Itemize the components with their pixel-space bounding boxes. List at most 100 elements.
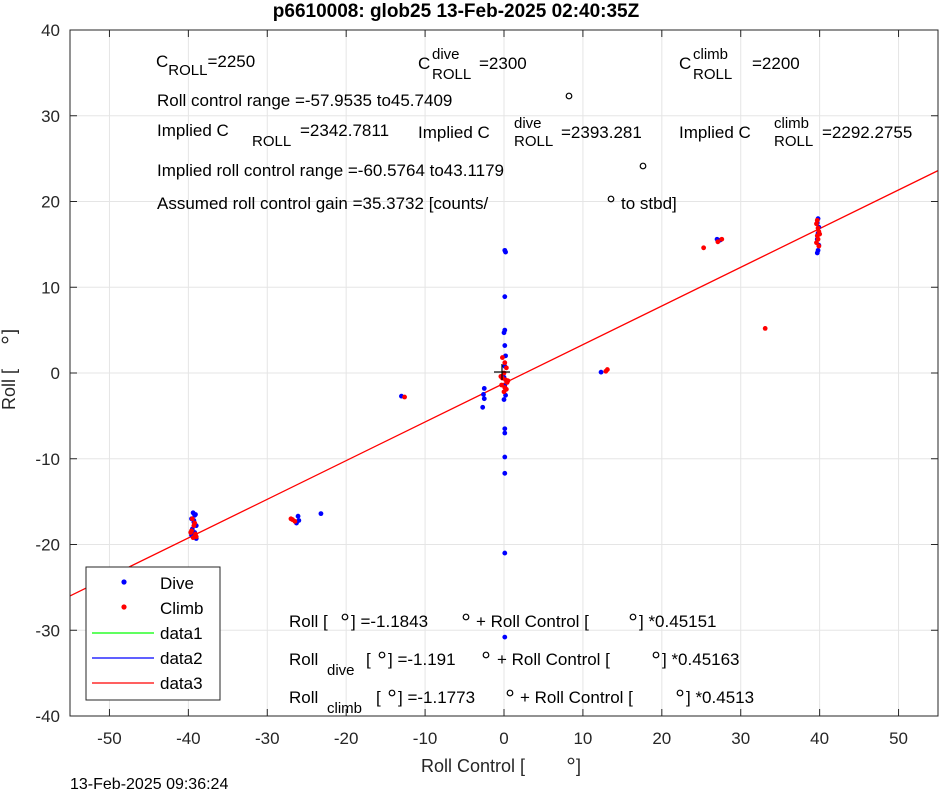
axes — [69, 29, 939, 717]
climb-point — [816, 243, 822, 249]
climb-point — [817, 231, 823, 237]
climb-point — [814, 240, 819, 246]
legend-label-data2: data2 — [160, 649, 203, 668]
dive-point — [501, 397, 507, 402]
climb-point — [715, 239, 721, 245]
dive-point — [481, 392, 486, 397]
climb-point — [701, 245, 707, 251]
fit-climb-c: ] =-1.1773 — [398, 688, 475, 707]
climb-point — [402, 394, 407, 400]
climb-point — [502, 360, 508, 366]
c-dive-sub: ROLL — [432, 66, 471, 83]
x-axis-label: Roll Control [ — [421, 756, 525, 776]
dive-point — [193, 512, 198, 517]
x-tick-label: -50 — [97, 729, 122, 748]
climb-point — [505, 378, 511, 384]
implied-climb-sub: ROLL — [774, 133, 813, 150]
y-tick-label: 30 — [41, 107, 60, 126]
x-tick-label: -40 — [176, 729, 201, 748]
degree-symbol — [506, 689, 514, 697]
dive-point — [502, 343, 508, 348]
climb-point — [193, 534, 199, 540]
fit-dive-c: ] =-1.191 — [388, 650, 456, 669]
fit-climb-b: [ — [376, 688, 381, 707]
climb-point — [188, 530, 194, 535]
degree-symbol — [565, 92, 573, 100]
degree-symbol — [482, 651, 490, 659]
x-tick-label: -20 — [334, 729, 359, 748]
c-roll-sub: ROLL — [168, 62, 207, 79]
implied-dive-sup: dive — [514, 115, 542, 132]
dive-point — [502, 634, 508, 640]
implied-climb-value: =2292.2755 — [822, 123, 912, 142]
degree-symbol — [341, 613, 349, 621]
climb-point — [762, 326, 768, 331]
fit-line-data3 — [70, 170, 938, 597]
roll-control-gain-unit: to stbd] — [621, 194, 677, 213]
legend: Dive Climb data1 data2 data3 — [85, 566, 221, 701]
degree-symbol — [1, 336, 9, 344]
fit-climb-sub: climb — [327, 700, 362, 717]
scatter-points — [188, 216, 823, 640]
fit-dive-e: ] *0.45163 — [662, 650, 740, 669]
implied-dive-sub: ROLL — [514, 133, 553, 150]
dive-point — [502, 430, 508, 436]
implied-roll-label: Implied C — [157, 121, 229, 140]
dive-point — [481, 396, 487, 402]
x-tick-label: 40 — [810, 729, 829, 748]
annotations-top: CROLL=2250 C dive ROLL =2300 C climb ROL… — [156, 46, 912, 213]
climb-point — [189, 516, 195, 522]
fit-all-b: ] =-1.1843 — [351, 612, 428, 631]
implied-dive-label: Implied C — [418, 123, 490, 142]
implied-roll-value: =2342.7811 — [300, 121, 389, 140]
climb-point — [192, 520, 198, 526]
chart-title: p6610008: glob25 13-Feb-2025 02:40:35Z — [273, 1, 640, 22]
implied-roll-sub: ROLL — [252, 133, 291, 150]
fit-all-d: ] *0.45151 — [639, 612, 717, 631]
climb-point — [604, 367, 610, 372]
climb-point — [290, 517, 295, 523]
legend-marker-dive — [121, 579, 127, 585]
fit-dive-a: Roll — [289, 650, 318, 669]
degree-symbol — [639, 162, 647, 170]
dive-point — [502, 426, 508, 432]
climb-point — [814, 217, 820, 223]
c-roll-value: =2250 — [207, 52, 255, 71]
x-tick-labels: -50 -40 -30 -20 -10 0 10 20 30 40 50 — [97, 729, 908, 748]
degree-symbol — [462, 613, 470, 621]
dive-point — [480, 404, 486, 410]
c-climb-sup: climb — [693, 46, 728, 63]
climb-point — [719, 236, 725, 242]
fit-dive-d: + Roll Control [ — [497, 650, 610, 669]
x-tick-label: 10 — [573, 729, 592, 748]
dive-point — [814, 250, 820, 256]
roll-control-gain: Assumed roll control gain =35.3732 [coun… — [157, 194, 489, 213]
implied-dive-value: =2393.281 — [561, 123, 642, 142]
y-tick-label: -10 — [35, 450, 60, 469]
c-climb-sub: ROLL — [693, 66, 732, 83]
x-tick-label: -10 — [413, 729, 438, 748]
climb-point — [500, 355, 505, 360]
c-dive-label: C — [418, 54, 430, 73]
timestamp: 13-Feb-2025 09:36:24 — [70, 776, 228, 792]
x-tick-label: 20 — [652, 729, 671, 748]
implied-climb-sup: climb — [774, 115, 809, 132]
implied-roll-control-range: Implied roll control range =-60.5764 to4… — [157, 161, 504, 180]
dive-point — [502, 454, 508, 460]
dive-point — [503, 249, 508, 255]
y-tick-label: 10 — [41, 278, 60, 297]
dive-point — [502, 470, 508, 476]
implied-climb-label: Implied C — [679, 123, 751, 142]
fit-line-segment — [70, 170, 938, 597]
dive-point — [502, 550, 508, 556]
fit-climb-d: + Roll Control [ — [520, 688, 633, 707]
fit-all-c: + Roll Control [ — [476, 612, 589, 631]
fit-dive-b: [ — [366, 650, 371, 669]
legend-entry-dive: Dive — [121, 574, 194, 593]
fit-all-a: Roll [ — [289, 612, 328, 631]
degree-symbol — [567, 757, 575, 765]
dive-point — [501, 330, 507, 336]
roll-control-range: Roll control range =-57.9535 to45.7409 — [157, 91, 452, 110]
legend-entry-data1: data1 — [92, 624, 203, 643]
origin-crosshair — [494, 364, 510, 380]
